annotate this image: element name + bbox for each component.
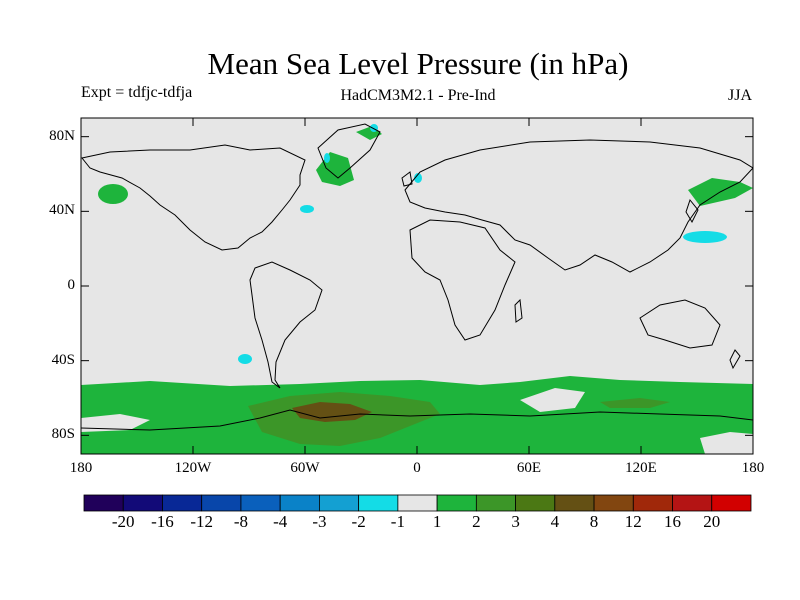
y-tick-label: 80N (49, 127, 75, 144)
colorbar-label: 2 (472, 512, 481, 531)
colorbar-swatch (711, 494, 752, 512)
colorbar-label: -3 (312, 512, 327, 531)
coastline-greenland (317, 123, 381, 179)
colorbar-swatch (397, 494, 438, 512)
colorbar-swatch (436, 494, 477, 512)
colorbar-label: 8 (589, 512, 599, 531)
map-title: Mean Sea Level Pressure (in hPa) (207, 46, 629, 81)
coastline-north-america (81, 144, 306, 251)
coastline-australia (639, 299, 721, 349)
scandinavia-negative (414, 173, 422, 183)
colorbar-label: -16 (151, 512, 174, 531)
colorbar-swatch (319, 494, 360, 512)
coastline-new-zealand (729, 349, 741, 370)
colorbar-label: -1 (390, 512, 405, 531)
coastlines (81, 123, 753, 431)
colorbar-label: -2 (351, 512, 366, 531)
colorbar-swatch (358, 494, 399, 512)
colorbar-label: 20 (703, 512, 721, 531)
colorbar-swatch (475, 494, 516, 512)
north-pacific-negative (683, 231, 727, 243)
experiment-label: Expt = tdfjc-tdfja (81, 84, 193, 101)
antarctic-core (292, 402, 372, 422)
coastline-south-america (249, 261, 323, 389)
x-tick-label: 60W (290, 460, 320, 476)
x-tick-label: 180 (741, 460, 765, 476)
x-tick-label: 0 (413, 460, 421, 476)
colorbar-swatch (240, 494, 281, 512)
y-tick-label: 80S (51, 426, 75, 443)
colorbar-swatch (632, 494, 673, 512)
x-tick-label: 180 (69, 460, 93, 476)
colorbar-swatch (83, 494, 124, 512)
colorbar-label: -8 (233, 512, 249, 531)
colorbar-label: 1 (432, 512, 442, 531)
atlantic-negative (300, 205, 314, 213)
colorbar-swatch (201, 494, 242, 512)
colorbar-swatch (162, 494, 203, 512)
antarctic-high-east (600, 398, 670, 408)
x-tick-label: 120W (174, 460, 212, 476)
band-gap-indian (520, 388, 585, 412)
season-label: JJA (728, 87, 753, 104)
coastline-africa (409, 219, 516, 341)
coastline-antarctica (81, 409, 753, 431)
band-gap-east (700, 432, 753, 454)
x-tick-label: 120E (625, 460, 657, 476)
colorbar-label: 16 (664, 512, 682, 531)
colorbar-label: -4 (273, 512, 288, 531)
colorbar-swatch (279, 494, 320, 512)
colorbar-label: 4 (550, 512, 560, 531)
colorbar-label: 3 (511, 512, 520, 531)
y-tick-label: 40N (49, 202, 75, 219)
colorbar-label: -12 (190, 512, 214, 531)
colorbar-label: 12 (624, 512, 642, 531)
axis-ticks (80, 118, 754, 454)
colorbar-swatch (122, 494, 163, 512)
greenland-negative (324, 153, 330, 163)
coastline-uk (401, 171, 413, 187)
colorbar-swatch (593, 494, 634, 512)
coastline-japan (685, 198, 699, 224)
colorbar-swatch (515, 494, 556, 512)
y-tick-label: 40S (51, 351, 75, 368)
colorbar-swatch (554, 494, 595, 512)
band-gap-west (81, 414, 150, 432)
x-tick-label: 60E (516, 460, 542, 476)
south-pacific-negative (238, 354, 252, 364)
colorbar-label: -20 (111, 512, 135, 531)
colorbar-swatch (672, 494, 713, 512)
model-label: HadCM3M2.1 - Pre-Ind (340, 87, 496, 104)
colorbar (83, 494, 752, 512)
y-tick-label: 0 (67, 277, 76, 293)
coastline-eurasia (404, 139, 753, 273)
north-pacific-positive (98, 184, 128, 204)
coastline-madagascar (514, 298, 523, 323)
